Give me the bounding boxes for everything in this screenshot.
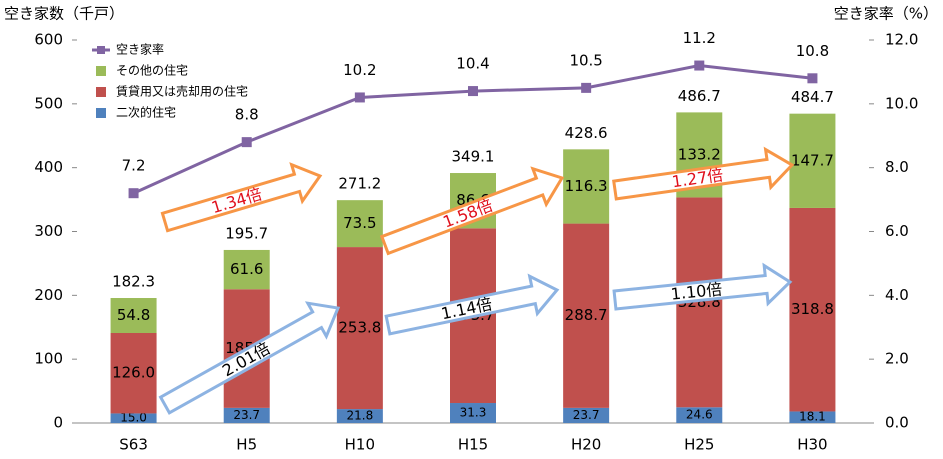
y-tick-label: 500 [34, 94, 63, 112]
bar-segment [110, 413, 157, 423]
arrow-shape [612, 262, 793, 311]
line-marker [581, 82, 592, 93]
arrow-shape [160, 162, 323, 233]
bar-value-label: 24.6 [686, 408, 713, 422]
x-tick-label: S63 [119, 436, 148, 454]
total-label: 428.6 [565, 124, 608, 142]
bar-value-label: 18.1 [799, 410, 826, 424]
bar-value-label: 73.5 [343, 214, 376, 232]
y-axis-label: 空き家数（千戸） [4, 5, 124, 23]
bar-value-label: 54.8 [117, 306, 150, 324]
y-tick-label: 0 [53, 414, 63, 432]
line-value-label: 7.2 [122, 157, 146, 175]
total-label: 349.1 [452, 148, 495, 166]
bar-value-label: 61.6 [230, 260, 263, 278]
bar-value-label: 15.0 [120, 411, 147, 425]
total-label: 271.2 [338, 175, 381, 193]
bar-segment [223, 407, 270, 423]
total-label: 182.3 [112, 273, 155, 291]
y2-tick-label: 4.0 [885, 286, 909, 304]
line-marker [694, 60, 705, 71]
legend-label: 空き家率 [116, 42, 164, 57]
x-tick-label: H5 [236, 436, 257, 454]
bar-value-label: 21.8 [346, 409, 373, 423]
line-marker [128, 188, 139, 199]
bar-value-label: 116.3 [565, 177, 608, 195]
bar-value-label: 133.2 [678, 145, 721, 163]
bar-segment [789, 113, 836, 208]
legend-swatch [96, 66, 106, 76]
line-marker [354, 92, 365, 103]
bar-segment [563, 149, 610, 224]
legend-label: 賃貸用又は売却用の住宅 [116, 84, 248, 99]
line-value-label: 10.2 [343, 61, 376, 79]
bar-segment [336, 200, 383, 248]
y-tick-label: 300 [34, 222, 63, 240]
line-marker [807, 73, 818, 84]
y2-tick-label: 0.0 [885, 414, 909, 432]
line-marker [468, 86, 478, 97]
line-value-label: 10.4 [456, 55, 489, 73]
x-tick-label: H25 [684, 436, 714, 454]
line-value-label: 8.8 [235, 106, 259, 124]
bar-segment [223, 249, 270, 290]
bar-value-label: 318.8 [791, 300, 834, 318]
bar-value-label: 126.0 [112, 364, 155, 382]
bar-segment [676, 407, 723, 423]
total-label: 484.7 [791, 88, 834, 106]
legend-label: 二次的住宅 [116, 105, 176, 120]
y2-tick-label: 8.0 [885, 158, 909, 176]
legend-swatch [96, 108, 106, 118]
y2-axis-label: 空き家率（%） [834, 5, 938, 23]
x-tick-label: H10 [345, 436, 375, 454]
arrow-shape [158, 301, 341, 415]
legend-marker [97, 46, 105, 54]
bar-segment [336, 247, 383, 410]
arrow-label: 1.34倍 [209, 184, 264, 217]
arrow-shape [379, 166, 565, 256]
x-tick-label: H30 [797, 436, 827, 454]
bar-segment [563, 223, 610, 408]
y-tick-label: 400 [34, 158, 63, 176]
line-value-label: 11.2 [683, 29, 716, 47]
arrow: 1.10倍 [612, 262, 793, 311]
line-marker [241, 137, 252, 148]
bar-value-label: 31.3 [460, 406, 487, 420]
bar-value-label: 23.7 [573, 408, 600, 422]
total-label: 486.7 [678, 87, 721, 105]
y2-tick-label: 12.0 [885, 31, 918, 49]
bar-segment [450, 403, 496, 423]
y-tick-label: 100 [34, 350, 63, 368]
y2-tick-label: 10.0 [885, 94, 918, 112]
bar-segment [789, 207, 836, 412]
bar-segment [789, 411, 836, 423]
y2-tick-label: 6.0 [885, 222, 909, 240]
y2-tick-label: 2.0 [885, 350, 909, 368]
bar-segment [563, 407, 610, 423]
y-tick-label: 200 [34, 286, 63, 304]
bar-segment [336, 409, 383, 423]
total-label: 195.7 [225, 224, 268, 242]
legend-swatch [96, 87, 106, 97]
x-tick-label: H15 [458, 436, 488, 454]
line-value-label: 10.8 [796, 42, 829, 60]
y-tick-label: 600 [34, 31, 63, 49]
bar-value-label: 147.7 [791, 151, 834, 169]
bar-segment [110, 332, 157, 414]
x-tick-label: H20 [571, 436, 601, 454]
arrow: 1.14倍 [384, 273, 560, 336]
line-value-label: 10.5 [569, 51, 602, 69]
arrow-shape [612, 146, 795, 201]
bar-value-label: 253.8 [338, 319, 381, 337]
legend-label: その他の住宅 [116, 63, 188, 78]
bar-value-label: 23.7 [233, 408, 260, 422]
arrow-shape [384, 273, 560, 336]
bar-segment [110, 298, 157, 333]
bar-value-label: 288.7 [565, 306, 608, 324]
